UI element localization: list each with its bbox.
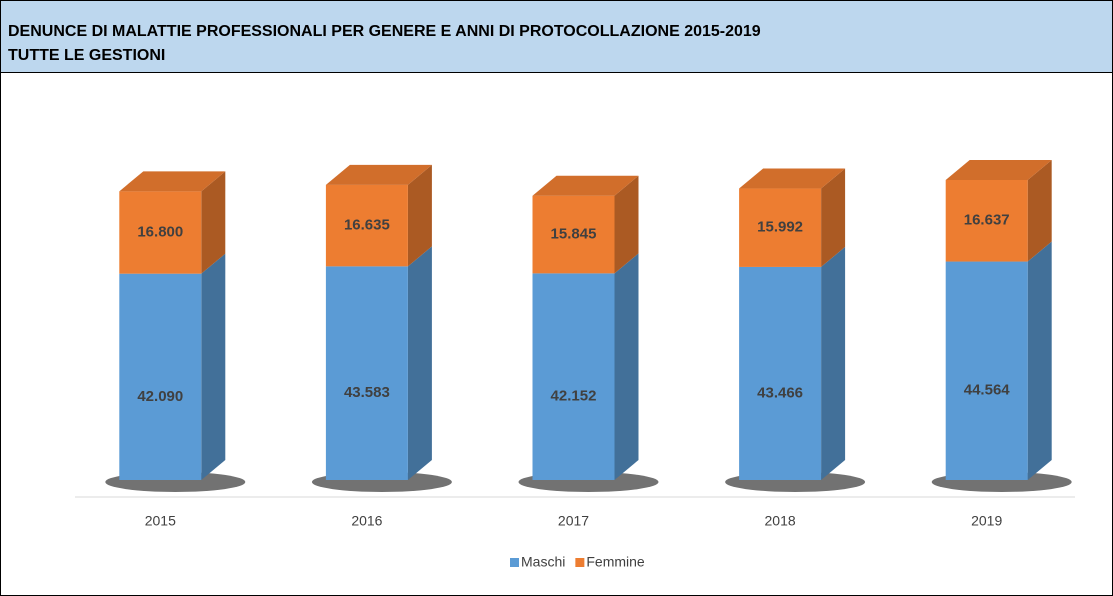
bar-segment xyxy=(119,273,202,480)
bar-segment xyxy=(532,195,615,274)
bar-segment xyxy=(945,261,1028,480)
bar-side xyxy=(201,253,226,480)
bar-segment xyxy=(119,191,202,274)
bar-top xyxy=(325,164,432,185)
bar-top xyxy=(119,171,226,192)
bar-top xyxy=(739,168,846,189)
x-tick-label: 2015 xyxy=(145,513,176,529)
data-label: 42.152 xyxy=(551,388,597,405)
legend-label: Maschi xyxy=(521,554,565,570)
x-tick-label: 2016 xyxy=(351,513,382,529)
header-band xyxy=(1,1,1112,72)
x-tick-label: 2017 xyxy=(558,513,589,529)
bar-top xyxy=(532,175,639,196)
bar-side xyxy=(1027,241,1052,480)
data-label: 15.992 xyxy=(757,219,803,236)
data-label: 43.466 xyxy=(757,384,803,401)
bar-side xyxy=(201,171,226,274)
bar-segment xyxy=(532,273,615,480)
bar-segment xyxy=(945,180,1028,262)
data-label: 42.090 xyxy=(137,388,183,405)
bar-side xyxy=(614,175,639,274)
x-tick-label: 2019 xyxy=(971,513,1002,529)
data-label: 43.583 xyxy=(344,384,390,401)
bar-side xyxy=(614,253,639,480)
data-label: 16.635 xyxy=(344,217,390,234)
data-label: 16.800 xyxy=(137,223,183,240)
bar-side xyxy=(821,168,846,267)
bar-side xyxy=(407,164,432,267)
bar-side xyxy=(821,246,846,480)
data-label: 16.637 xyxy=(964,212,1010,229)
bar-segment xyxy=(739,266,822,480)
bar-segment xyxy=(739,188,822,267)
chart-subtitle: TUTTE LE GESTIONI xyxy=(8,47,165,64)
legend-swatch xyxy=(510,558,519,567)
data-label: 15.845 xyxy=(551,226,597,243)
legend-swatch xyxy=(575,558,585,567)
chart-title: DENUNCE DI MALATTIE PROFESSIONALI PER GE… xyxy=(8,23,761,40)
bar-side xyxy=(1027,160,1052,262)
legend-label: Femmine xyxy=(586,554,645,570)
bar-side xyxy=(407,246,432,480)
x-tick-label: 2018 xyxy=(765,513,796,529)
bar-top xyxy=(945,160,1052,180)
bar-segment xyxy=(325,266,408,480)
bar-segment xyxy=(325,184,408,267)
data-label: 44.564 xyxy=(964,382,1011,399)
